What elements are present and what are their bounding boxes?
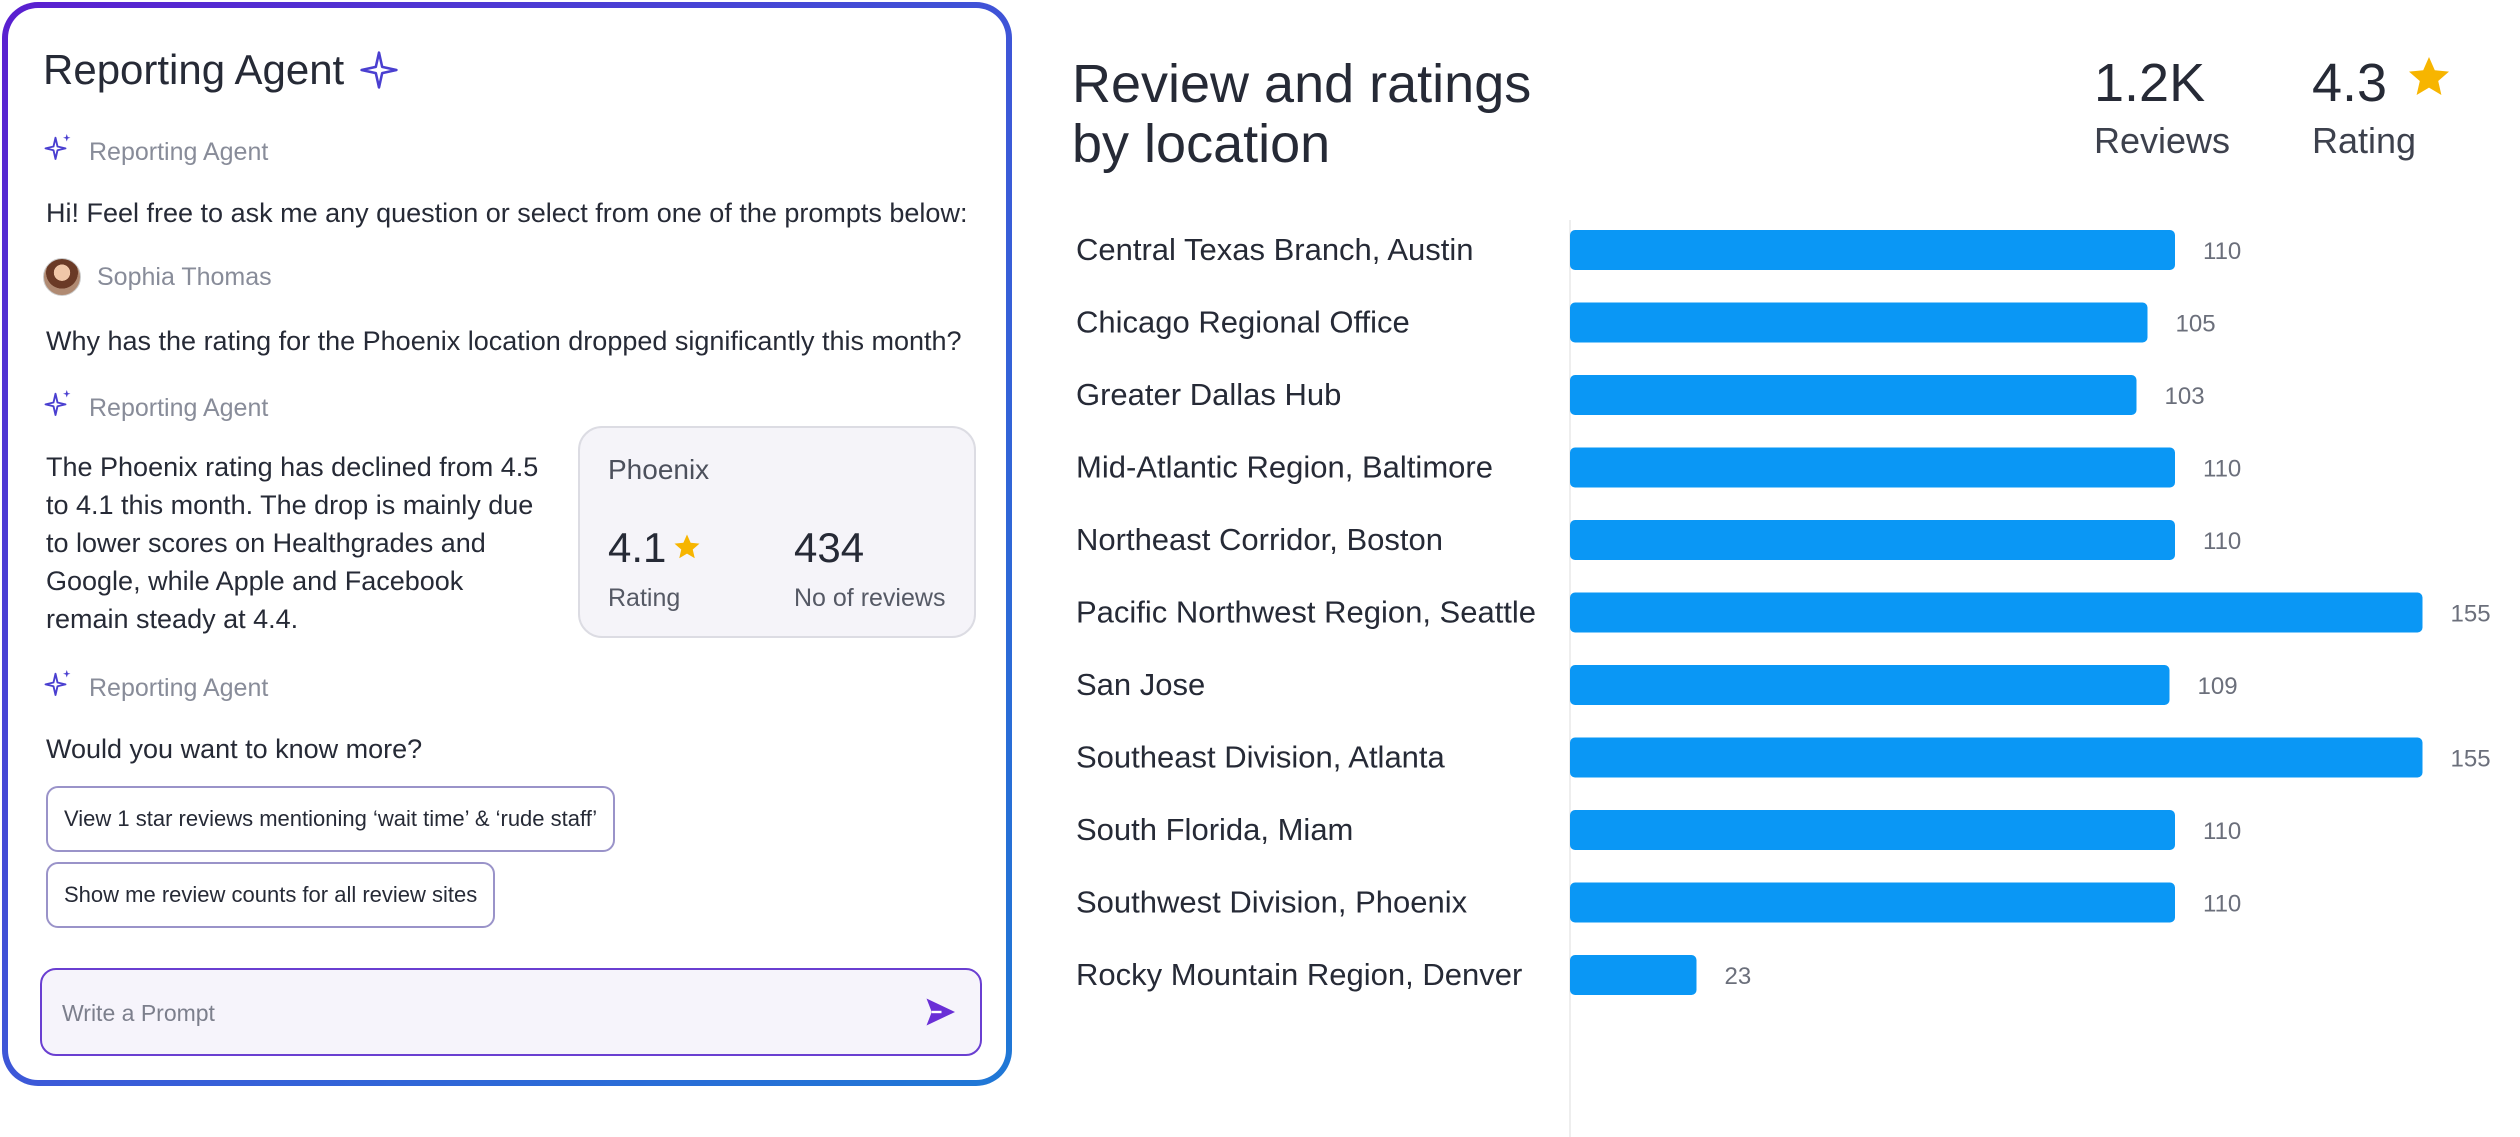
bar[interactable] xyxy=(1570,520,2175,560)
bar[interactable] xyxy=(1570,302,2148,343)
bar[interactable] xyxy=(1570,592,2423,633)
category-label: Southwest Division, Phoenix xyxy=(1076,885,1468,920)
bar-value-label: 110 xyxy=(2203,238,2241,265)
category-label: Southeast Division, Atlanta xyxy=(1076,740,1446,775)
bar[interactable] xyxy=(1570,882,2175,923)
card-rating: 4.1 xyxy=(608,524,702,572)
rating-total: 4.3 xyxy=(2312,52,2453,114)
location-bar-chart: Central Texas Branch, Austin 110 Chicago R… xyxy=(1076,220,2491,1137)
reviews-label: Reviews xyxy=(2094,120,2231,161)
bar-value-label: 110 xyxy=(2203,891,2241,918)
send-icon[interactable] xyxy=(922,994,958,1035)
category-label: Mid-Atlantic Region, Baltimore xyxy=(1076,450,1493,485)
chart-title: Review and ratings by location xyxy=(1072,54,1532,174)
bar-value-label: 23 xyxy=(1725,963,1752,990)
rating-value: 4.3 xyxy=(2312,53,2388,113)
message-author: Reporting Agent xyxy=(89,674,269,702)
reviews-total: 1.2K xyxy=(2094,53,2206,113)
bar-value-label: 110 xyxy=(2203,456,2241,483)
sparkle-icon xyxy=(43,668,73,709)
message-header: Reporting Agent xyxy=(43,668,268,709)
avatar xyxy=(43,258,81,296)
sparkle-icon xyxy=(43,388,73,429)
star-icon xyxy=(672,524,702,572)
bar[interactable] xyxy=(1570,665,2170,705)
bar-value-label: 155 xyxy=(2451,746,2491,773)
message-author: Reporting Agent xyxy=(89,394,269,422)
category-label: Central Texas Branch, Austin xyxy=(1076,232,1473,267)
prompt-box xyxy=(40,968,982,1056)
bar-value-label: 155 xyxy=(2451,601,2491,628)
panel-title: Reporting Agent xyxy=(43,46,345,93)
suggestion-chip-wait-time[interactable]: View 1 star reviews mentioning ‘wait tim… xyxy=(46,786,616,852)
card-reviews-label: No of reviews xyxy=(794,584,946,612)
message-author: Sophia Thomas xyxy=(97,262,272,291)
sparkle-icon xyxy=(360,50,398,90)
bar[interactable] xyxy=(1570,447,2175,488)
bar-value-label: 110 xyxy=(2203,818,2241,845)
sparkle-icon xyxy=(43,132,73,173)
card-title: Phoenix xyxy=(608,454,710,485)
bar[interactable] xyxy=(1570,737,2423,778)
message-text: Hi! Feel free to ask me any question or … xyxy=(46,198,968,228)
reporting-agent-panel: Reporting Agent Reporting Agent Hi! Feel… xyxy=(2,2,1012,1086)
card-rating-value: 4.1 xyxy=(608,524,667,571)
message-text: Would you want to know more? xyxy=(46,734,423,764)
message-text: The Phoenix rating has declined from 4.5… xyxy=(46,452,539,634)
phoenix-summary-card: Phoenix 4.1 Rating 434 No of reviews xyxy=(578,426,976,638)
category-label: Rocky Mountain Region, Denver xyxy=(1076,957,1522,992)
message-header: Sophia Thomas xyxy=(43,258,272,296)
category-label: Pacific Northwest Region, Seattle xyxy=(1076,595,1536,630)
message-header: Reporting Agent xyxy=(43,132,268,173)
category-label: San Jose xyxy=(1076,667,1205,702)
star-icon xyxy=(2405,52,2453,114)
suggestion-chip-review-counts[interactable]: Show me review counts for all review sit… xyxy=(46,862,496,928)
bar[interactable] xyxy=(1570,375,2137,415)
prompt-input[interactable] xyxy=(60,970,884,1056)
rating-label: Rating xyxy=(2312,120,2417,161)
bar-value-label: 103 xyxy=(2165,383,2205,410)
category-label: Chicago Regional Office xyxy=(1076,305,1410,340)
bar[interactable] xyxy=(1570,230,2175,270)
category-label: South Florida, Miam xyxy=(1076,812,1353,847)
card-reviews-value: 434 xyxy=(794,524,865,571)
message-text: Why has the rating for the Phoenix locat… xyxy=(46,326,962,356)
category-label: Greater Dallas Hub xyxy=(1076,377,1341,412)
message-author: Reporting Agent xyxy=(89,138,269,166)
card-rating-label: Rating xyxy=(608,584,681,612)
bar-value-label: 110 xyxy=(2203,528,2241,555)
bar-value-label: 105 xyxy=(2176,311,2216,338)
message-header: Reporting Agent xyxy=(43,388,268,429)
panel-body: Reporting Agent Reporting Agent Hi! Feel… xyxy=(8,8,1006,1080)
panel-header: Reporting Agent xyxy=(43,46,398,94)
category-label: Northeast Corridor, Boston xyxy=(1076,522,1443,557)
bar[interactable] xyxy=(1570,955,1697,995)
bar[interactable] xyxy=(1570,810,2175,850)
bar-value-label: 109 xyxy=(2198,673,2238,700)
